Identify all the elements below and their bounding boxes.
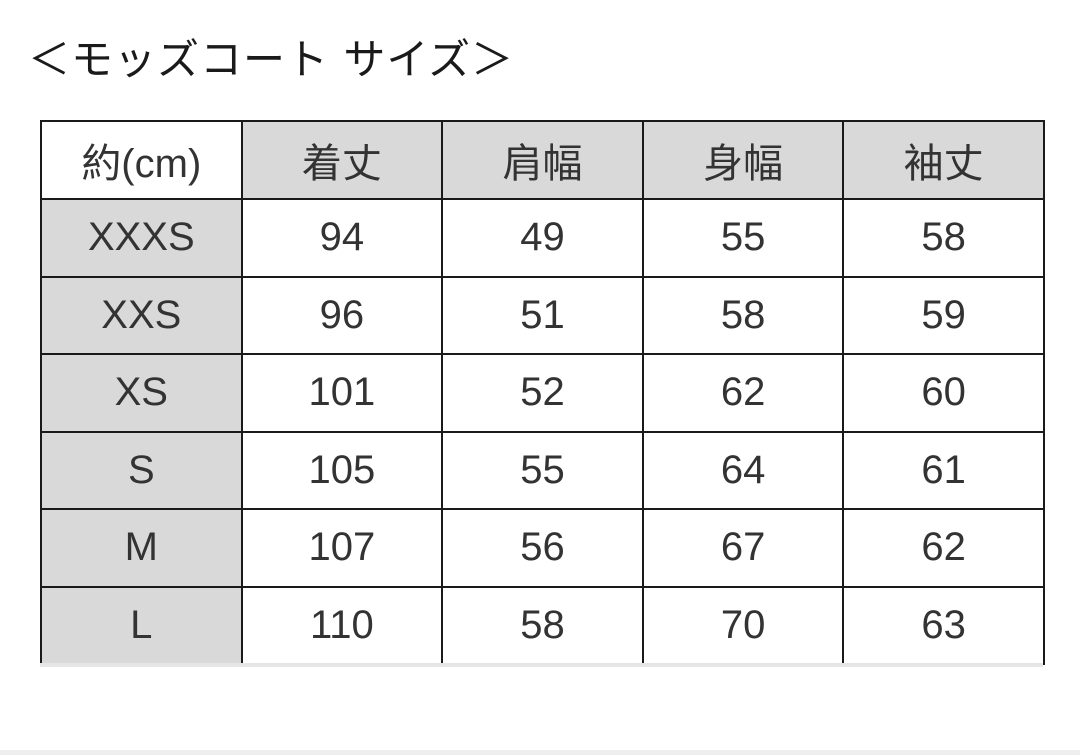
table-cell: 62 bbox=[842, 508, 1045, 588]
column-header: 袖丈 bbox=[842, 120, 1045, 200]
table-header-row: 約(cm) 着丈 肩幅 身幅 袖丈 bbox=[40, 120, 1045, 200]
table-cell: 58 bbox=[842, 198, 1045, 278]
table-row: XS 101 52 62 60 bbox=[40, 353, 1045, 433]
table-cell: 101 bbox=[240, 353, 444, 433]
table-cell: 70 bbox=[641, 585, 845, 665]
table-cell: 96 bbox=[240, 275, 444, 355]
table-shadow bbox=[40, 663, 1043, 667]
table-cell: 64 bbox=[641, 430, 845, 510]
column-header: 身幅 bbox=[641, 120, 845, 200]
size-label: XXS bbox=[40, 275, 243, 355]
size-label: XS bbox=[40, 353, 243, 433]
table-cell: 94 bbox=[240, 198, 444, 278]
size-table: 約(cm) 着丈 肩幅 身幅 袖丈 XXXS 94 49 55 58 XXS 96 51 58 5… bbox=[40, 120, 1045, 665]
table-row: XXXS 94 49 55 58 bbox=[40, 198, 1045, 278]
column-header: 肩幅 bbox=[441, 120, 644, 200]
table-cell: 49 bbox=[441, 198, 644, 278]
bottom-divider bbox=[0, 750, 1080, 755]
table-cell: 105 bbox=[240, 430, 444, 510]
size-label: S bbox=[40, 430, 243, 510]
table-cell: 52 bbox=[441, 353, 644, 433]
table-cell: 60 bbox=[842, 353, 1045, 433]
table-cell: 59 bbox=[842, 275, 1045, 355]
table-cell: 58 bbox=[441, 585, 644, 665]
table-cell: 107 bbox=[240, 508, 444, 588]
unit-header: 約(cm) bbox=[40, 120, 243, 200]
size-label: M bbox=[40, 508, 243, 588]
table-cell: 55 bbox=[441, 430, 644, 510]
table-cell: 110 bbox=[240, 585, 444, 665]
table-row: S 105 55 64 61 bbox=[40, 430, 1045, 510]
table-cell: 55 bbox=[641, 198, 845, 278]
table-cell: 62 bbox=[641, 353, 845, 433]
page-title: ＜モッズコート サイズ＞ bbox=[28, 35, 515, 84]
table-row: M 107 56 67 62 bbox=[40, 508, 1045, 588]
table-cell: 67 bbox=[641, 508, 845, 588]
size-label: L bbox=[40, 585, 243, 665]
size-label: XXXS bbox=[40, 198, 243, 278]
table-cell: 58 bbox=[641, 275, 845, 355]
table-cell: 56 bbox=[441, 508, 644, 588]
column-header: 着丈 bbox=[240, 120, 444, 200]
table-cell: 51 bbox=[441, 275, 644, 355]
table-row: XXS 96 51 58 59 bbox=[40, 275, 1045, 355]
table-row: L 110 58 70 63 bbox=[40, 585, 1045, 665]
table-cell: 61 bbox=[842, 430, 1045, 510]
table-cell: 63 bbox=[842, 585, 1045, 665]
